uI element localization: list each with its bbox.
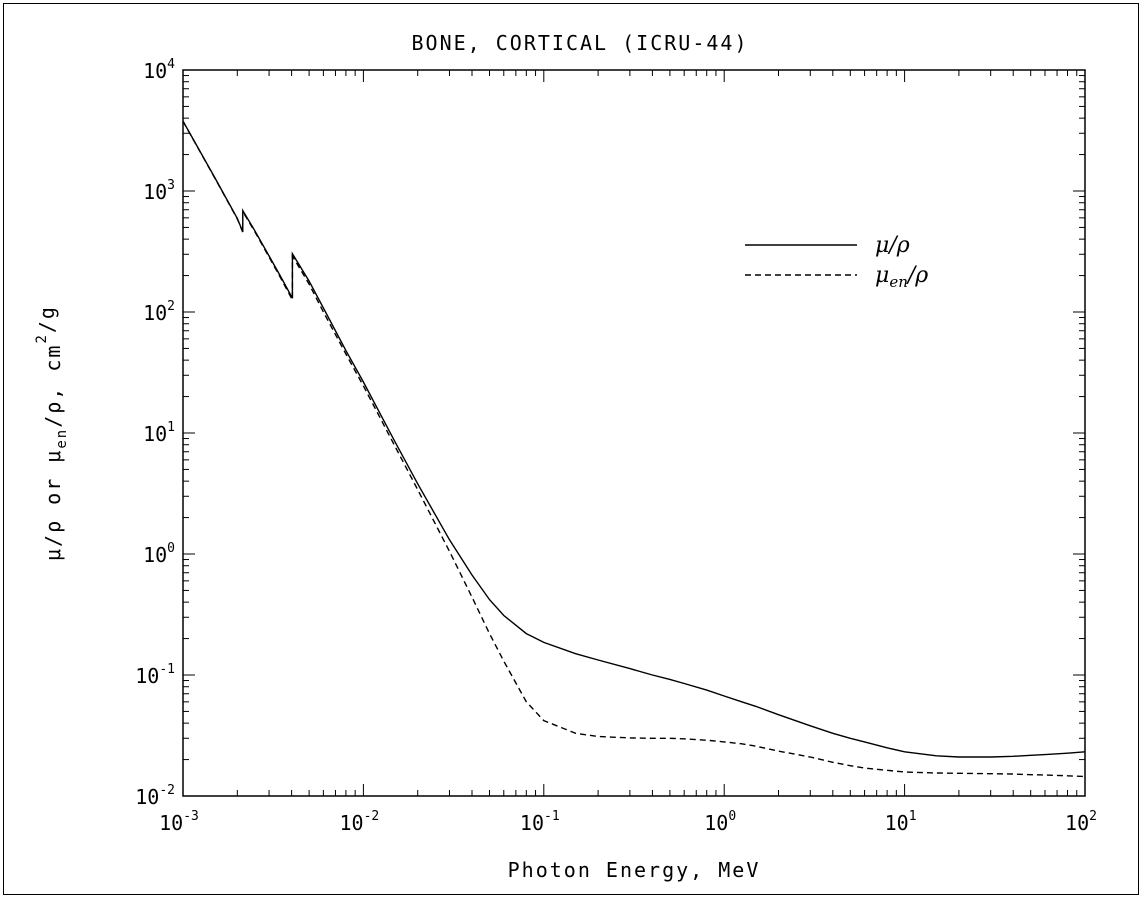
y-tick-label: 104 xyxy=(143,57,175,83)
plot-area xyxy=(182,69,1086,797)
y-tick-label: 10-1 xyxy=(135,662,175,688)
legend-label-mu-rho: μ/ρ xyxy=(875,233,910,258)
x-tick-label: 100 xyxy=(704,809,736,835)
legend-label-mu-en-rho: μen/ρ xyxy=(875,263,928,291)
plot-window-frame xyxy=(3,3,1139,895)
series-mu-rho-line xyxy=(183,120,1085,758)
x-tick-label: 10-1 xyxy=(520,809,560,835)
x-tick-label: 10-2 xyxy=(340,809,380,835)
series-lines xyxy=(183,120,1085,778)
x-tick-labels: 10-3 10-2 10-1 100 101 102 xyxy=(159,809,1097,835)
series-mu-en-rho-line xyxy=(183,120,1085,778)
x-tick-label: 102 xyxy=(1065,809,1097,835)
x-tick-label: 10-3 xyxy=(159,809,199,835)
y-tick-label: 100 xyxy=(143,541,175,567)
y-tick-label: 10-2 xyxy=(135,783,175,809)
y-tick-label: 103 xyxy=(143,178,175,204)
legend: μ/ρ μen/ρ xyxy=(745,233,928,291)
y-tick-label: 102 xyxy=(143,299,175,325)
y-axis-label: μ/ρ or μen/ρ, cm2/g xyxy=(34,305,70,561)
x-axis-label: Photon Energy, MeV xyxy=(508,858,761,882)
y-tick-label: 101 xyxy=(143,420,175,446)
chart-title: BONE, CORTICAL (ICRU-44) xyxy=(412,31,749,55)
x-tick-label: 101 xyxy=(885,809,917,835)
y-tick-labels: 10-2 10-1 100 101 102 103 104 xyxy=(135,57,175,809)
axis-ticks xyxy=(182,69,1086,797)
